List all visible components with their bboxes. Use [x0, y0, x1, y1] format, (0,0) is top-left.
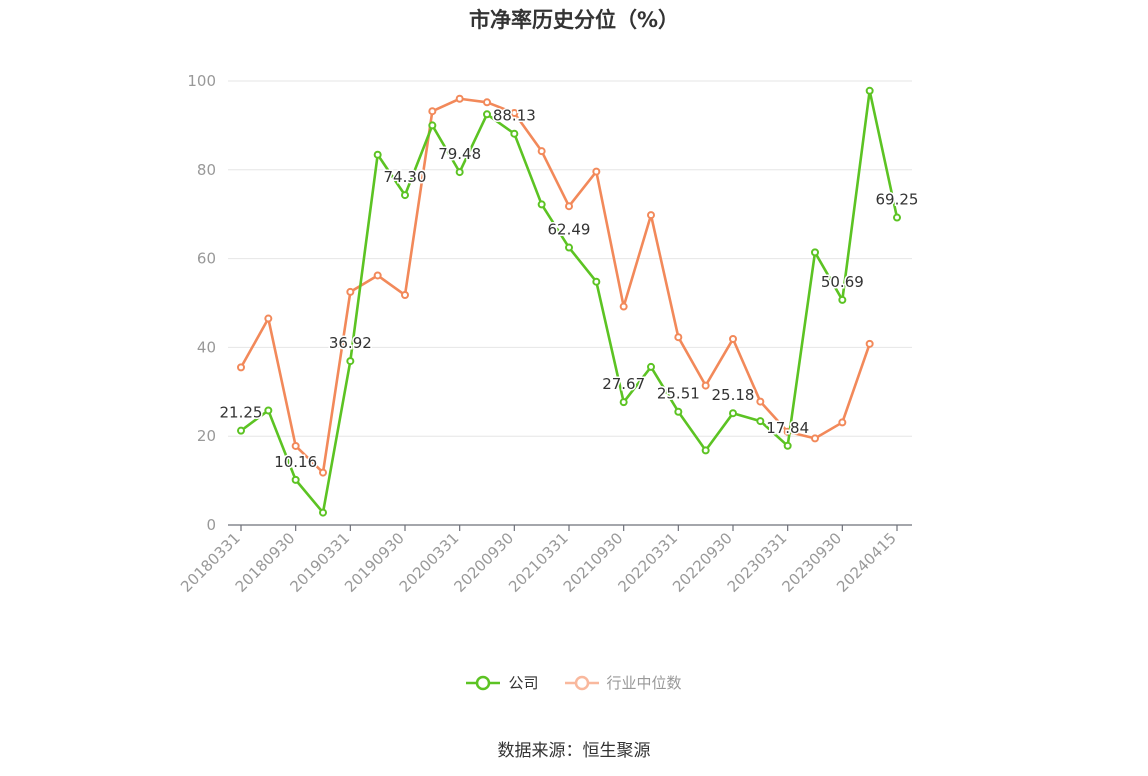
data-point	[811, 434, 819, 443]
data-point	[838, 295, 847, 304]
data-point	[893, 213, 901, 222]
data-label: 74.30	[384, 168, 427, 186]
data-point	[701, 381, 710, 390]
data-point	[565, 243, 573, 252]
data-point	[346, 287, 355, 296]
data-point	[647, 211, 655, 220]
legend-label-industry-median: 行业中位数	[606, 674, 682, 692]
data-label: 79.48	[438, 145, 481, 163]
data-source: 数据来源：恒生聚源	[497, 741, 651, 761]
data-point	[373, 150, 382, 159]
data-point	[455, 94, 464, 103]
data-point	[510, 129, 519, 138]
data-point	[565, 202, 573, 211]
data-point	[701, 446, 710, 455]
data-point	[428, 107, 437, 116]
data-point	[319, 468, 327, 477]
data-point	[729, 409, 737, 418]
data-point	[756, 417, 765, 426]
data-point	[510, 108, 519, 117]
data-point	[729, 334, 737, 343]
data-point	[237, 363, 245, 372]
data-point	[483, 110, 491, 119]
data-point	[291, 475, 300, 484]
data-point	[237, 426, 245, 435]
data-point	[756, 397, 765, 406]
data-point	[401, 291, 409, 300]
data-point	[455, 168, 464, 177]
data-point	[373, 271, 382, 280]
data-point	[865, 339, 874, 348]
legend-label-company: 公司	[508, 674, 539, 692]
grid-lines	[228, 80, 912, 437]
data-label: 69.25	[876, 191, 919, 209]
data-point	[537, 147, 546, 156]
y-tick-label: 60	[197, 250, 216, 268]
data-label: 17.84	[766, 419, 809, 437]
data-label: 62.49	[548, 221, 591, 239]
data-point	[401, 191, 409, 200]
data-point	[865, 86, 874, 95]
data-point	[592, 277, 601, 286]
chart-title: 市净率历史分位（%）	[468, 8, 680, 32]
data-point	[483, 98, 491, 107]
y-tick-label: 20	[197, 427, 216, 445]
data-label: 27.67	[602, 375, 645, 393]
series	[237, 86, 901, 517]
data-label: 36.92	[329, 334, 372, 352]
data-point	[264, 406, 273, 415]
data-point	[838, 418, 847, 427]
data-point	[619, 398, 628, 407]
legend-line-circle-icon	[466, 675, 501, 690]
data-point	[264, 314, 273, 323]
data-point	[811, 248, 819, 257]
series-line-company	[240, 89, 899, 514]
data-point	[619, 302, 628, 311]
data-point	[674, 407, 683, 416]
data-label: 25.18	[712, 386, 755, 404]
y-tick-label: 0	[206, 516, 216, 534]
data-point	[783, 441, 792, 450]
y-tick-label: 40	[197, 338, 216, 356]
x-tick-label: 20240415	[833, 529, 900, 596]
y-tick-label: 80	[197, 161, 216, 179]
data-point	[346, 357, 355, 366]
data-label: 21.25	[220, 404, 263, 422]
data-label: 25.51	[657, 385, 700, 403]
data-point	[428, 121, 437, 130]
legend-line-circle-icon	[564, 675, 599, 690]
data-label: 10.16	[274, 453, 317, 471]
data-point	[674, 333, 683, 342]
legend-item-company[interactable]: 公司	[466, 672, 539, 693]
data-point	[592, 167, 601, 176]
data-point	[647, 362, 655, 371]
legend: 公司 行业中位数	[0, 672, 1148, 693]
series-line-industry-median	[239, 97, 871, 474]
data-point	[537, 200, 546, 209]
data-point	[319, 508, 327, 517]
legend-item-industry-median[interactable]: 行业中位数	[564, 672, 682, 693]
y-tick-label: 100	[187, 72, 216, 90]
data-point	[291, 441, 300, 450]
data-labels: 21.25 10.16 36.92 74.30 79.48 88.13 62.49 27.67…	[218, 105, 920, 472]
data-label: 50.69	[821, 273, 864, 291]
data-label: 88.13	[493, 107, 536, 125]
